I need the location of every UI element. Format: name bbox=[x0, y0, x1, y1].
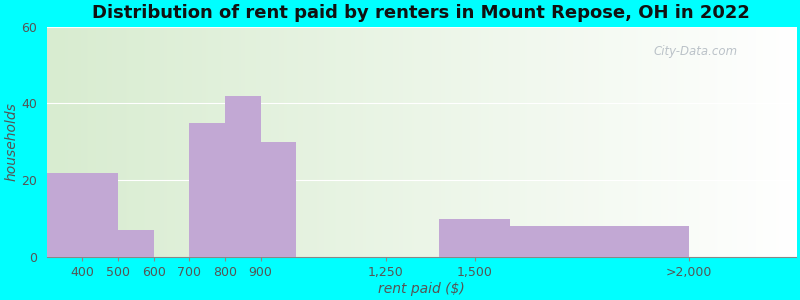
Bar bbox=[261, 142, 296, 257]
Bar bbox=[46, 172, 118, 257]
Bar bbox=[225, 96, 261, 257]
X-axis label: rent paid ($): rent paid ($) bbox=[378, 282, 465, 296]
Y-axis label: households: households bbox=[4, 102, 18, 181]
Bar bbox=[510, 226, 689, 257]
Bar bbox=[190, 123, 225, 257]
Text: City-Data.com: City-Data.com bbox=[654, 45, 738, 58]
Title: Distribution of rent paid by renters in Mount Repose, OH in 2022: Distribution of rent paid by renters in … bbox=[92, 4, 750, 22]
Bar bbox=[439, 219, 510, 257]
Bar bbox=[118, 230, 154, 257]
